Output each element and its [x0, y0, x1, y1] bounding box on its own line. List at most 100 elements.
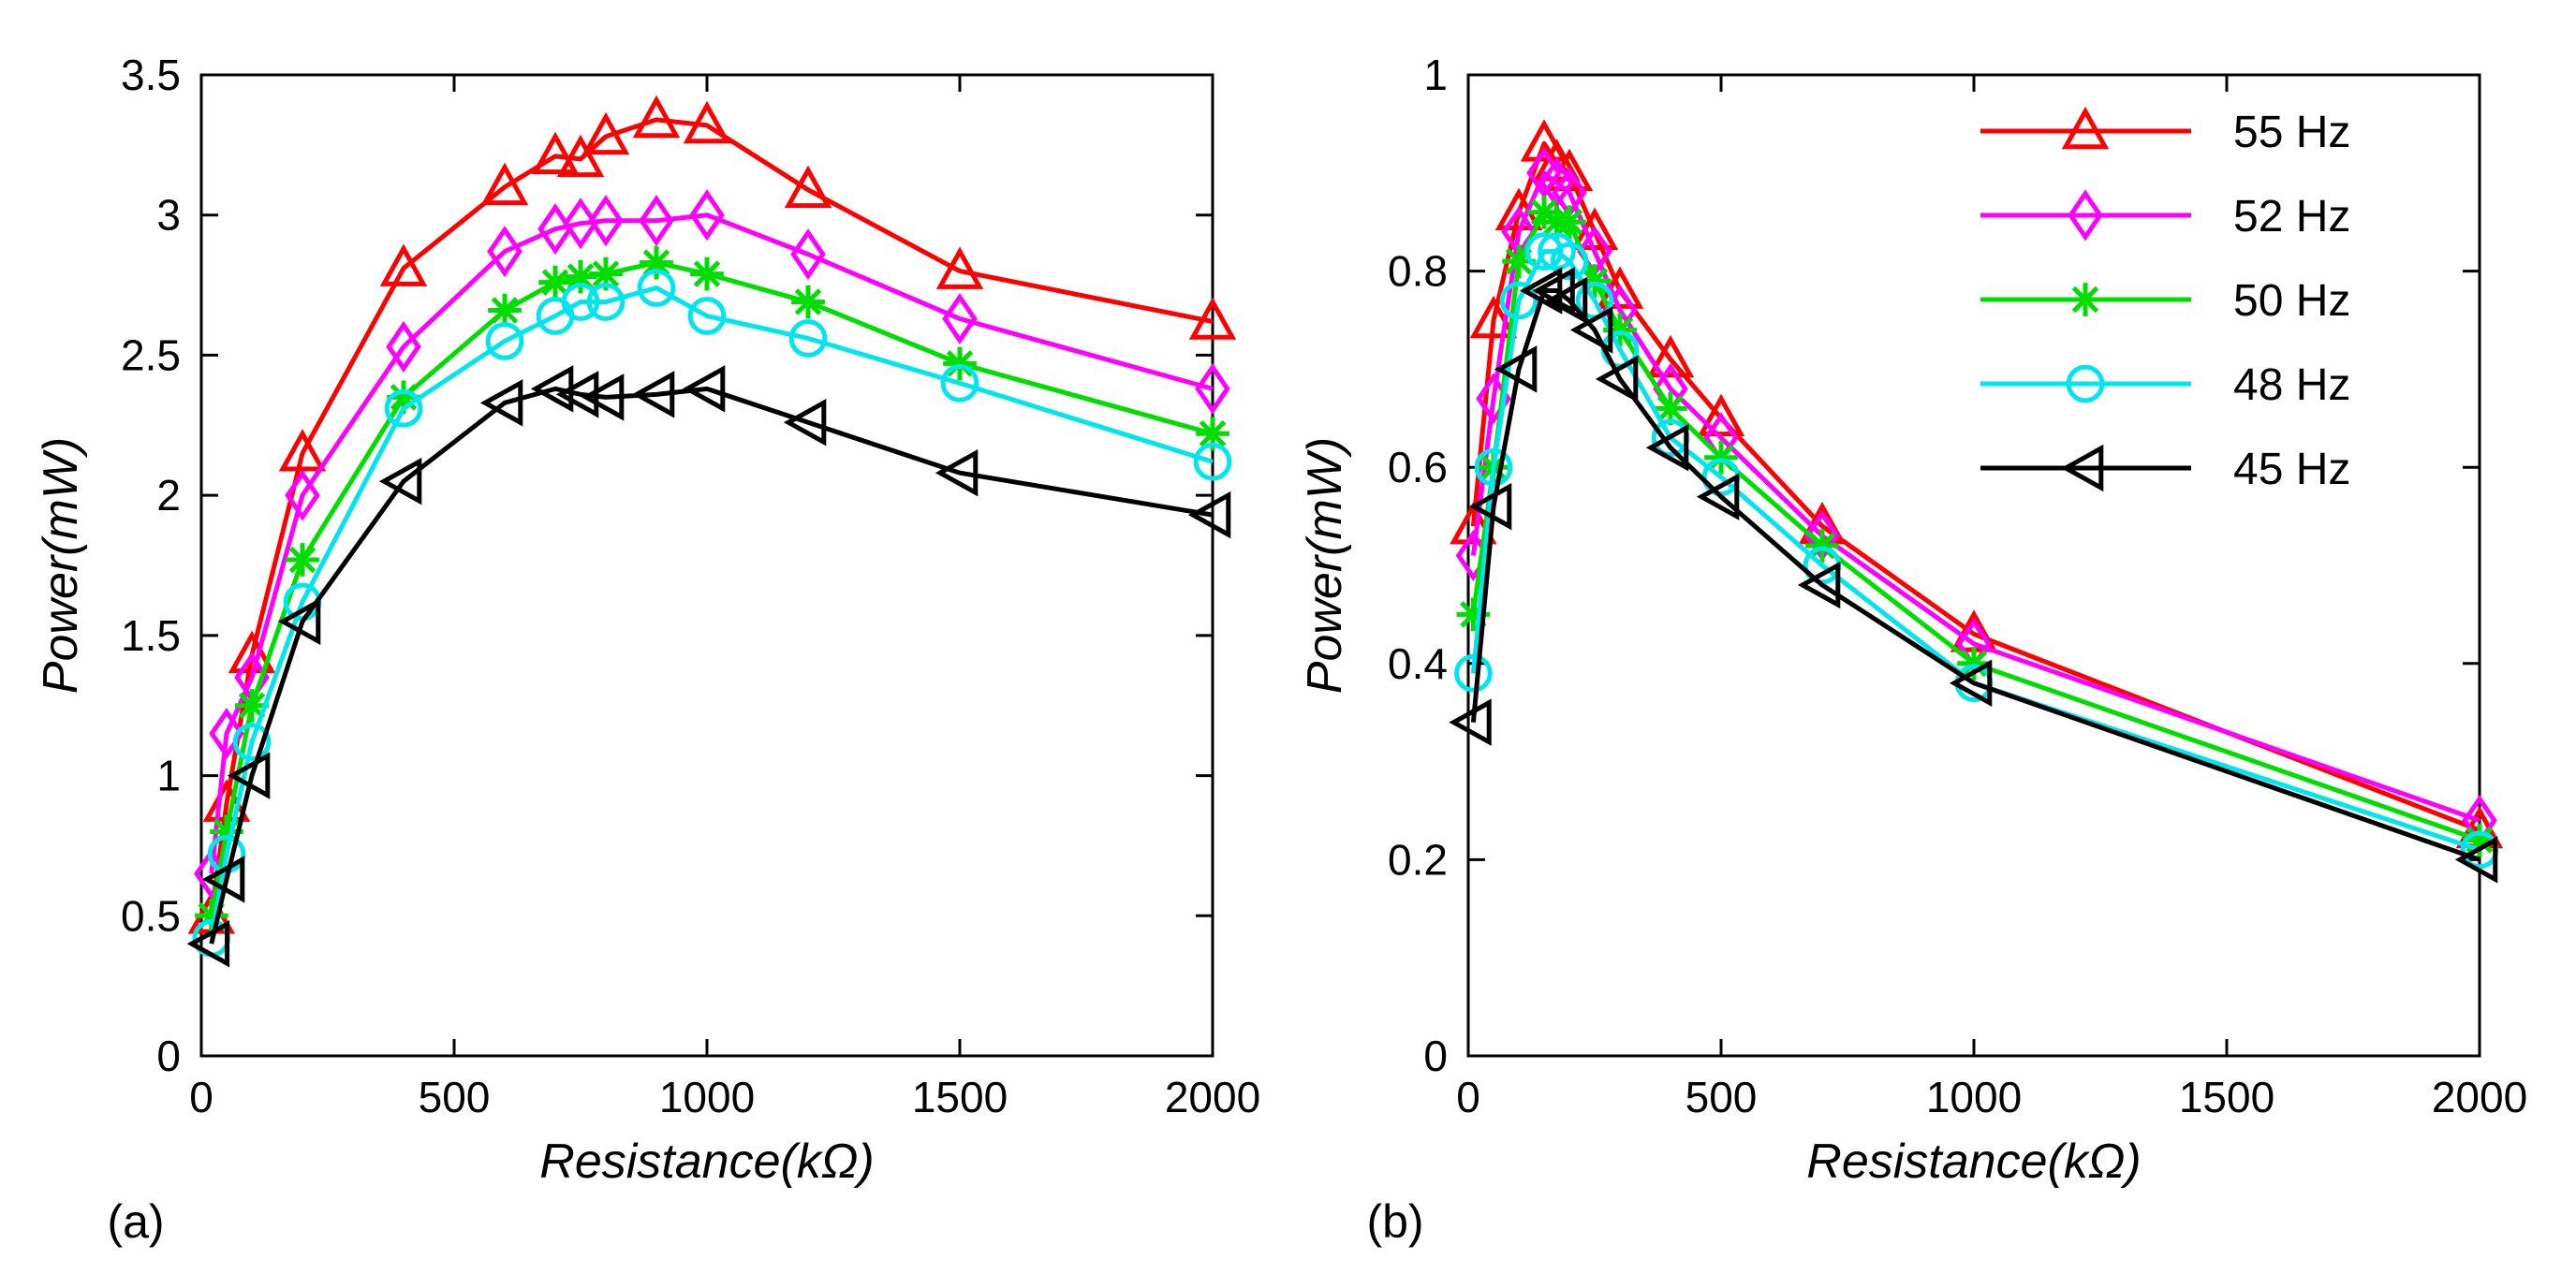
data-point — [1550, 242, 1589, 281]
data-point — [1697, 393, 1745, 437]
data-point — [687, 297, 727, 335]
series-line — [209, 386, 1214, 945]
plot-frame — [199, 73, 1214, 1058]
data-point — [531, 131, 580, 175]
data-point — [631, 371, 675, 418]
data-point — [791, 285, 825, 319]
x-tick-label: 2000 — [1165, 1073, 1260, 1121]
data-point — [783, 399, 827, 447]
data-point — [940, 364, 979, 403]
data-point — [1696, 473, 1740, 520]
data-point — [1193, 442, 1232, 481]
data-point — [487, 226, 523, 278]
data-point — [1532, 267, 1575, 315]
data-point — [480, 162, 529, 206]
data-point — [1519, 267, 1563, 315]
data-point — [1520, 119, 1568, 162]
legend-marker — [2068, 283, 2102, 316]
data-point — [1704, 440, 1738, 475]
legend-marker — [2061, 106, 2110, 150]
data-point — [2454, 836, 2498, 884]
data-point — [1195, 362, 1230, 415]
data-point — [790, 228, 826, 281]
series-48-hz — [1454, 232, 2499, 870]
data-point — [201, 856, 245, 903]
legend-marker — [2066, 364, 2105, 403]
data-point — [1949, 659, 1993, 708]
data-point — [378, 457, 422, 505]
y-tick-label: 0.2 — [1388, 835, 1448, 884]
y-tick-label: 0.8 — [1388, 247, 1448, 296]
x-tick-label: 500 — [1685, 1073, 1758, 1121]
data-point — [277, 597, 321, 646]
data-point — [286, 543, 319, 577]
data-point — [1595, 355, 1639, 403]
data-point — [935, 246, 984, 289]
data-point — [1805, 529, 1839, 563]
data-point — [1646, 334, 1695, 378]
data-point — [1553, 205, 1586, 240]
y-tick-label: 0 — [1423, 1032, 1448, 1080]
x-axis-label: Resistance(kΩ) — [539, 1135, 874, 1189]
y-tick-label: 2.5 — [121, 330, 181, 379]
data-point — [564, 259, 597, 294]
data-point — [1187, 491, 1231, 539]
data-point — [555, 371, 599, 418]
data-point — [935, 448, 979, 497]
data-point — [943, 346, 977, 381]
data-point — [689, 189, 725, 242]
series-line — [1470, 288, 2480, 862]
y-tick-label: 3.5 — [121, 51, 181, 99]
data-point — [386, 320, 421, 373]
data-point — [379, 243, 428, 286]
data-point — [1499, 281, 1538, 320]
series-45-hz — [1449, 267, 2498, 884]
y-tick-label: 0.5 — [121, 891, 181, 940]
panel-label: (a) — [107, 1195, 164, 1248]
y-tick-label: 1.5 — [121, 611, 181, 660]
legend-marker — [2060, 444, 2104, 492]
data-point — [563, 198, 598, 250]
data-point — [683, 100, 731, 144]
x-tick-label: 0 — [189, 1073, 213, 1121]
legend-item-55-hz: 55 Hz — [1980, 106, 2350, 157]
data-point — [1474, 447, 1513, 487]
data-point — [1524, 232, 1564, 271]
y-tick-label: 1 — [1423, 51, 1448, 99]
data-point — [232, 723, 272, 761]
data-point — [1569, 306, 1613, 354]
series-line — [209, 117, 1214, 916]
chart-panel-b: 0 500 1000 1500 2000 0 0.2 0.4 0.6 0.8 1 Resistance… — [1298, 51, 2527, 1248]
legend-label: 50 Hz — [2233, 276, 2350, 326]
x-tick-label: 2000 — [2432, 1073, 2527, 1121]
y-tick-label: 0 — [156, 1032, 181, 1080]
data-point — [561, 283, 600, 321]
series-line — [209, 260, 1214, 916]
data-point — [384, 388, 423, 428]
data-point — [227, 752, 271, 799]
y-axis-label: Power(mW) — [34, 437, 88, 694]
legend-item-45-hz: 45 Hz — [1980, 444, 2350, 494]
data-point — [682, 365, 726, 413]
data-point — [1494, 345, 1538, 393]
y-tick-label: 2 — [156, 471, 181, 520]
data-point — [1645, 423, 1689, 472]
panel-label: (b) — [1366, 1195, 1423, 1248]
data-point — [1449, 698, 1492, 746]
data-point — [640, 245, 673, 280]
data-point — [586, 283, 626, 321]
x-axis-label: Resistance(kΩ) — [1806, 1135, 2141, 1189]
x-tick-label: 1500 — [2179, 1073, 2274, 1121]
legend-item-48-hz: 48 Hz — [1980, 360, 2350, 410]
data-point — [632, 95, 681, 139]
y-axis-label: Power(mW) — [1298, 437, 1352, 694]
data-point — [581, 373, 625, 421]
data-point — [479, 379, 523, 427]
x-tick-label: 500 — [419, 1073, 491, 1121]
legend-label: 48 Hz — [2233, 360, 2350, 410]
data-point — [581, 111, 630, 155]
y-tick-label: 3 — [156, 191, 181, 240]
data-point — [690, 256, 724, 291]
data-point — [788, 319, 828, 358]
